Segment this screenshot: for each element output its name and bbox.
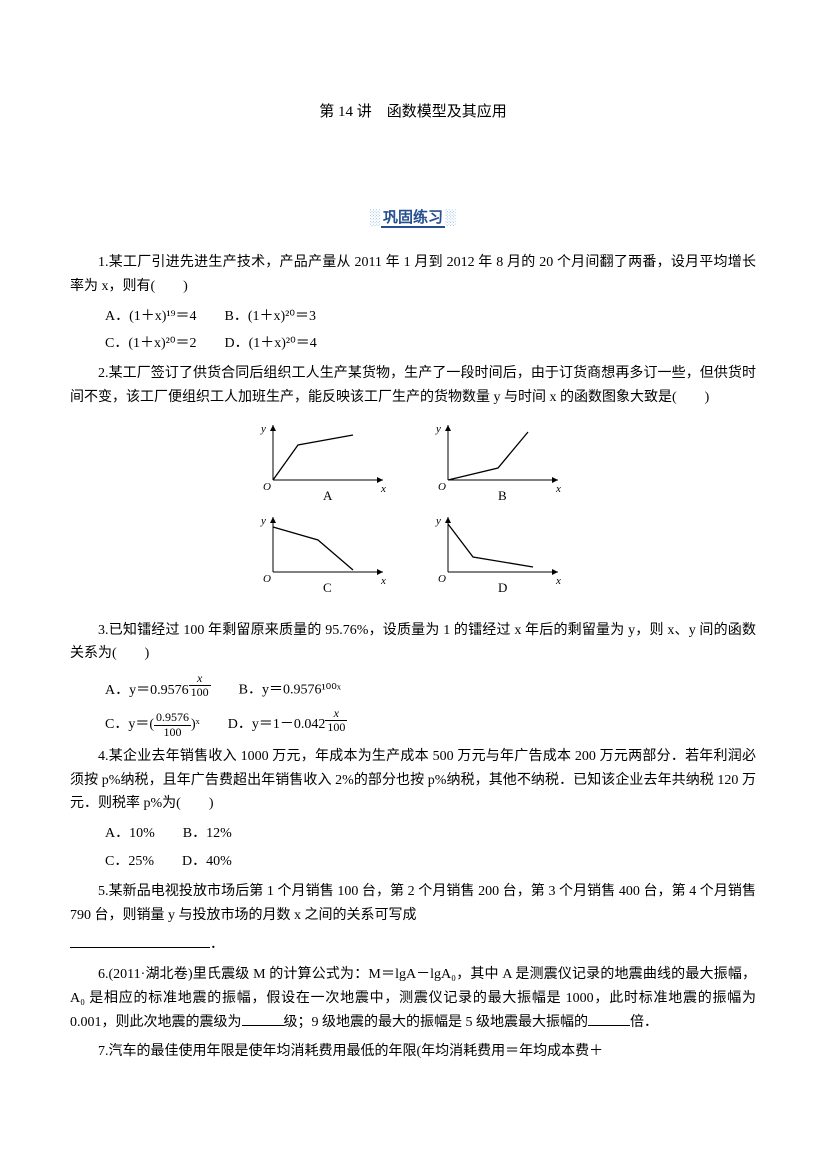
section-label: ░巩固练习░ [70,206,756,232]
q2-label-d: D [498,580,507,595]
q4-options-row1: A．10% B．12% [70,822,756,846]
q2-label-b: B [498,488,507,503]
svg-text:x: x [555,483,561,495]
q3-opt-c: C．y＝(0.9576100)ˣ [105,717,200,732]
q1-text: 1.某工厂引进先进生产技术，产品产量从 2011 年 1 月到 2012 年 8… [70,251,756,299]
svg-text:O: O [438,481,446,493]
q3-text: 3.已知镭经过 100 年剩留原来质量的 95.76%，设质量为 1 的镭经过 … [70,619,756,667]
y-label: y [260,423,266,435]
svg-text:y: y [260,515,266,527]
svg-text:x: x [555,575,561,587]
svg-text:y: y [435,423,441,435]
q1-opt-a: A．(1＋x)¹⁹＝4 [105,309,197,324]
q6-blank2 [588,1011,630,1026]
q6-text: 6.(2011·湖北卷)里氏震级 M 的计算公式为：M＝lgA－lgA₀，其中 … [70,963,756,1034]
q3-opt-a: A．y＝0.9576x100 [105,683,211,698]
q3-options-row1: A．y＝0.9576x100 B．y＝0.9576¹⁰⁰ˣ [70,672,756,702]
label-dots-left: ░ [369,210,381,226]
q2-graph-svg: O x y A O x y B [243,420,583,600]
q4-opt-b: B．12% [183,826,232,841]
lesson-title: 第 14 讲 函数模型及其应用 [70,100,756,126]
label-core: 巩固练习 [381,210,445,228]
label-dots-right: ░ [445,210,457,226]
x-label: x [380,483,386,495]
q3-opt-d: D．y＝1－0.042x100 [228,717,348,732]
q4-opt-a: A．10% [105,826,155,841]
q5-blank-line: ． [70,933,756,957]
svg-text:O: O [438,573,446,585]
svg-text:x: x [380,575,386,587]
q1-options-row2: C．(1＋x)²⁰＝2 D．(1＋x)²⁰＝4 [70,332,756,356]
q1-opt-c: C．(1＋x)²⁰＝2 [105,336,196,351]
q4-opt-d: D．40% [182,854,232,869]
q1-opt-d: D．(1＋x)²⁰＝4 [224,336,316,351]
q2-text: 2.某工厂签订了供货合同后组织工人生产某货物，生产了一段时间后，由于订货商想再多… [70,362,756,410]
document-page: 第 14 讲 函数模型及其应用 ░巩固练习░ 1.某工厂引进先进生产技术，产品产… [0,0,826,1169]
q4-options-row2: C．25% D．40% [70,850,756,874]
q6-blank1 [242,1011,284,1026]
q2-label-c: C [323,580,332,595]
q4-text: 4.某企业去年销售收入 1000 万元，年成本为生产成本 500 万元与年广告成… [70,745,756,816]
q1-opt-b: B．(1＋x)²⁰＝3 [225,309,316,324]
q5-blank [70,933,210,948]
q2-graphs: O x y A O x y B [70,420,756,609]
svg-text:y: y [435,515,441,527]
q7-text: 7.汽车的最佳使用年限是使年均消耗费用最低的年限(年均消耗费用＝年均成本费＋ [70,1040,756,1064]
q4-opt-c: C．25% [105,854,154,869]
svg-text:O: O [263,573,271,585]
q3-opt-b: B．y＝0.9576¹⁰⁰ˣ [239,683,341,698]
q5-text: 5.某新品电视投放市场后第 1 个月销售 100 台，第 2 个月销售 200 … [70,880,756,928]
q1-options-row1: A．(1＋x)¹⁹＝4 B．(1＋x)²⁰＝3 [70,305,756,329]
q3-options-row2: C．y＝(0.9576100)ˣ D．y＝1－0.042x100 [70,707,756,739]
origin-label: O [263,481,271,493]
q2-label-a: A [323,488,333,503]
